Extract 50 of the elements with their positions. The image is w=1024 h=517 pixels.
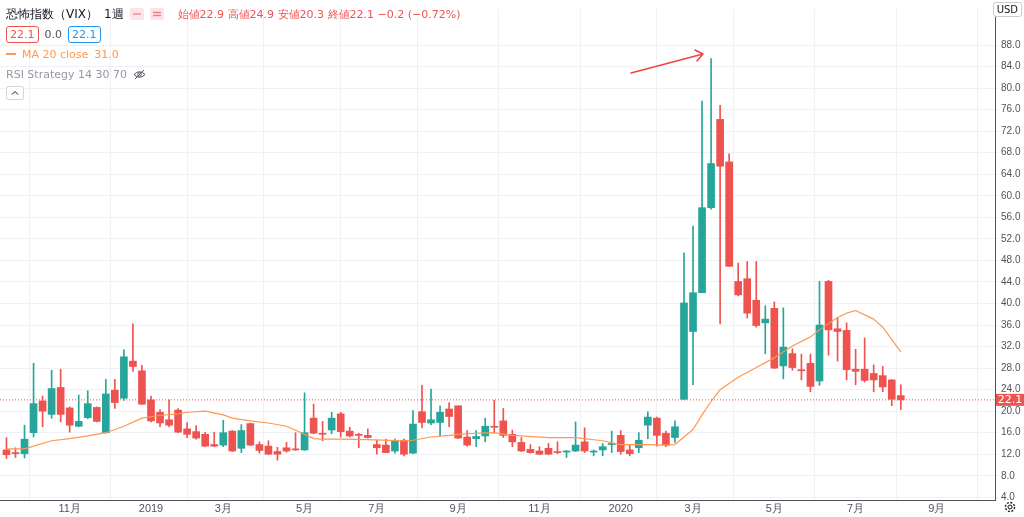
y-tick-label: 20.0 <box>1001 404 1021 416</box>
y-tick-label: 32.0 <box>1001 340 1021 352</box>
candlestick <box>607 430 616 453</box>
annotation: RSI Strategy 14 30 70 <box>6 67 127 81</box>
x-tick-label: 2019 <box>138 501 164 514</box>
annotation: 0.0 <box>44 27 62 41</box>
y-tick-label: 72.0 <box>1001 124 1021 136</box>
candlestick <box>74 394 83 428</box>
y-tick-label: 80.0 <box>1001 81 1021 93</box>
chart-title: 恐怖指数（VIX） <box>6 5 98 23</box>
x-tick-label: 5月 <box>765 501 783 514</box>
y-tick-label: 12.0 <box>1001 447 1021 459</box>
y-tick-label: 64.0 <box>1001 168 1021 180</box>
legend-label: MA 20 close <box>22 47 89 61</box>
x-tick-label: 5月 <box>296 501 314 514</box>
candlestick <box>472 430 481 448</box>
x-tick-label: 3月 <box>214 501 232 514</box>
y-tick-label: 48.0 <box>1001 254 1021 266</box>
y-tick-label: 24.0 <box>1001 383 1021 395</box>
x-tick-label: 9月 <box>928 501 946 514</box>
y-tick-label: 16.0 <box>1001 426 1021 438</box>
y-tick-label: 8.0 <box>1001 469 1016 481</box>
x-tick-label: 7月 <box>368 501 386 514</box>
text: USD <box>992 2 1022 17</box>
y-tick-label: 68.0 <box>1001 146 1021 158</box>
candlestick <box>761 305 770 354</box>
annotation: 31.0 <box>94 47 119 61</box>
y-tick-label: 40.0 <box>1001 297 1021 309</box>
annotation: 22.1 <box>6 25 39 43</box>
y-tick-label: 84.0 <box>1001 60 1021 72</box>
x-tick-label: 7月 <box>847 501 865 514</box>
y-tick-label: 52.0 <box>1001 232 1021 244</box>
annotation: 22.1 <box>68 25 101 43</box>
ref-line-label: 22.1 <box>997 392 1023 406</box>
y-tick-label: 28.0 <box>1001 361 1021 373</box>
candlestick <box>129 323 137 372</box>
y-tick-label: 76.0 <box>1001 103 1021 115</box>
y-tick-label: 4.0 <box>1001 491 1016 503</box>
chart-subtitle: 1週 <box>103 5 124 23</box>
annotation: 始値22.9 高値24.9 安値20.3 終値22.1 −0.2 (−0.72%) <box>177 6 461 22</box>
y-tick-label: 36.0 <box>1001 318 1021 330</box>
y-tick-label: 60.0 <box>1001 189 1021 201</box>
y-tick-label: 56.0 <box>1001 211 1021 223</box>
y-tick-label: 44.0 <box>1001 275 1021 287</box>
x-tick-label: 9月 <box>449 501 467 514</box>
x-tick-label: 11月 <box>58 501 81 514</box>
x-tick-label: 11月 <box>528 501 551 514</box>
y-tick-label: 88.0 <box>1001 38 1021 50</box>
x-tick-label: 3月 <box>684 501 702 514</box>
x-tick-label: 2020 <box>608 501 633 514</box>
